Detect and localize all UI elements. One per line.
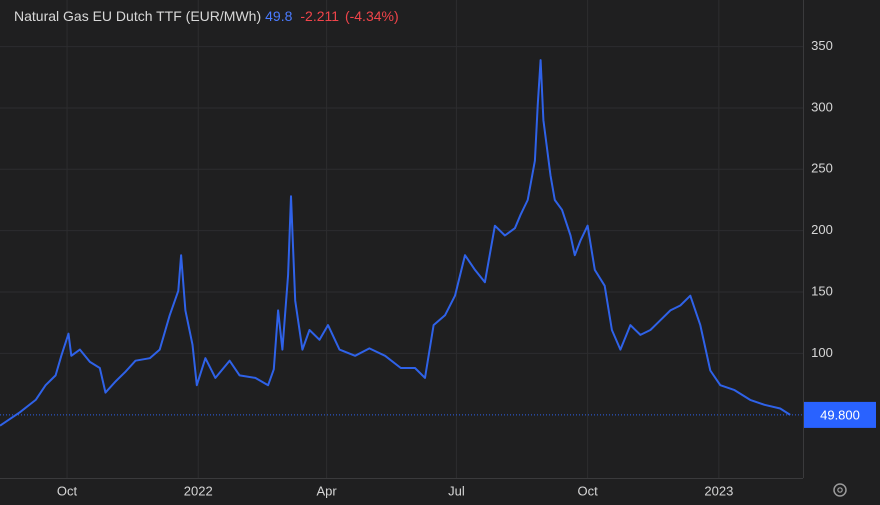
y-tick-label: 100 bbox=[811, 345, 833, 360]
x-tick-label: Oct bbox=[578, 483, 599, 498]
y-tick-label: 150 bbox=[811, 283, 833, 298]
price-line bbox=[0, 59, 791, 427]
gear[interactable] bbox=[833, 483, 847, 497]
y-tick-label: 350 bbox=[811, 38, 833, 53]
y-tick-label: 200 bbox=[811, 222, 833, 237]
x-tick-label: Oct bbox=[57, 483, 78, 498]
y-tick-label: 250 bbox=[811, 161, 833, 176]
price: 49.8 bbox=[265, 8, 293, 24]
change: -2.211 bbox=[300, 8, 340, 24]
change-pct: (-4.34%) bbox=[344, 8, 399, 24]
x-tick-label: Jul bbox=[448, 483, 465, 498]
gear-hub[interactable] bbox=[837, 487, 843, 493]
header: Natural Gas EU Dutch TTF (EUR/MWh) 49.8 -2… bbox=[14, 8, 399, 24]
grid bbox=[0, 0, 803, 478]
x-tick-label: 2023 bbox=[704, 483, 733, 498]
last-value-label: 49.800 bbox=[820, 407, 860, 422]
last-value-box bbox=[804, 401, 876, 428]
x-tick-label: Apr bbox=[317, 483, 338, 498]
y-tick-label: 300 bbox=[811, 99, 833, 114]
settings-icon[interactable] bbox=[833, 483, 847, 497]
x-tick-label: 2022 bbox=[184, 483, 213, 498]
title: Natural Gas EU Dutch TTF (EUR/MWh) bbox=[14, 8, 262, 24]
